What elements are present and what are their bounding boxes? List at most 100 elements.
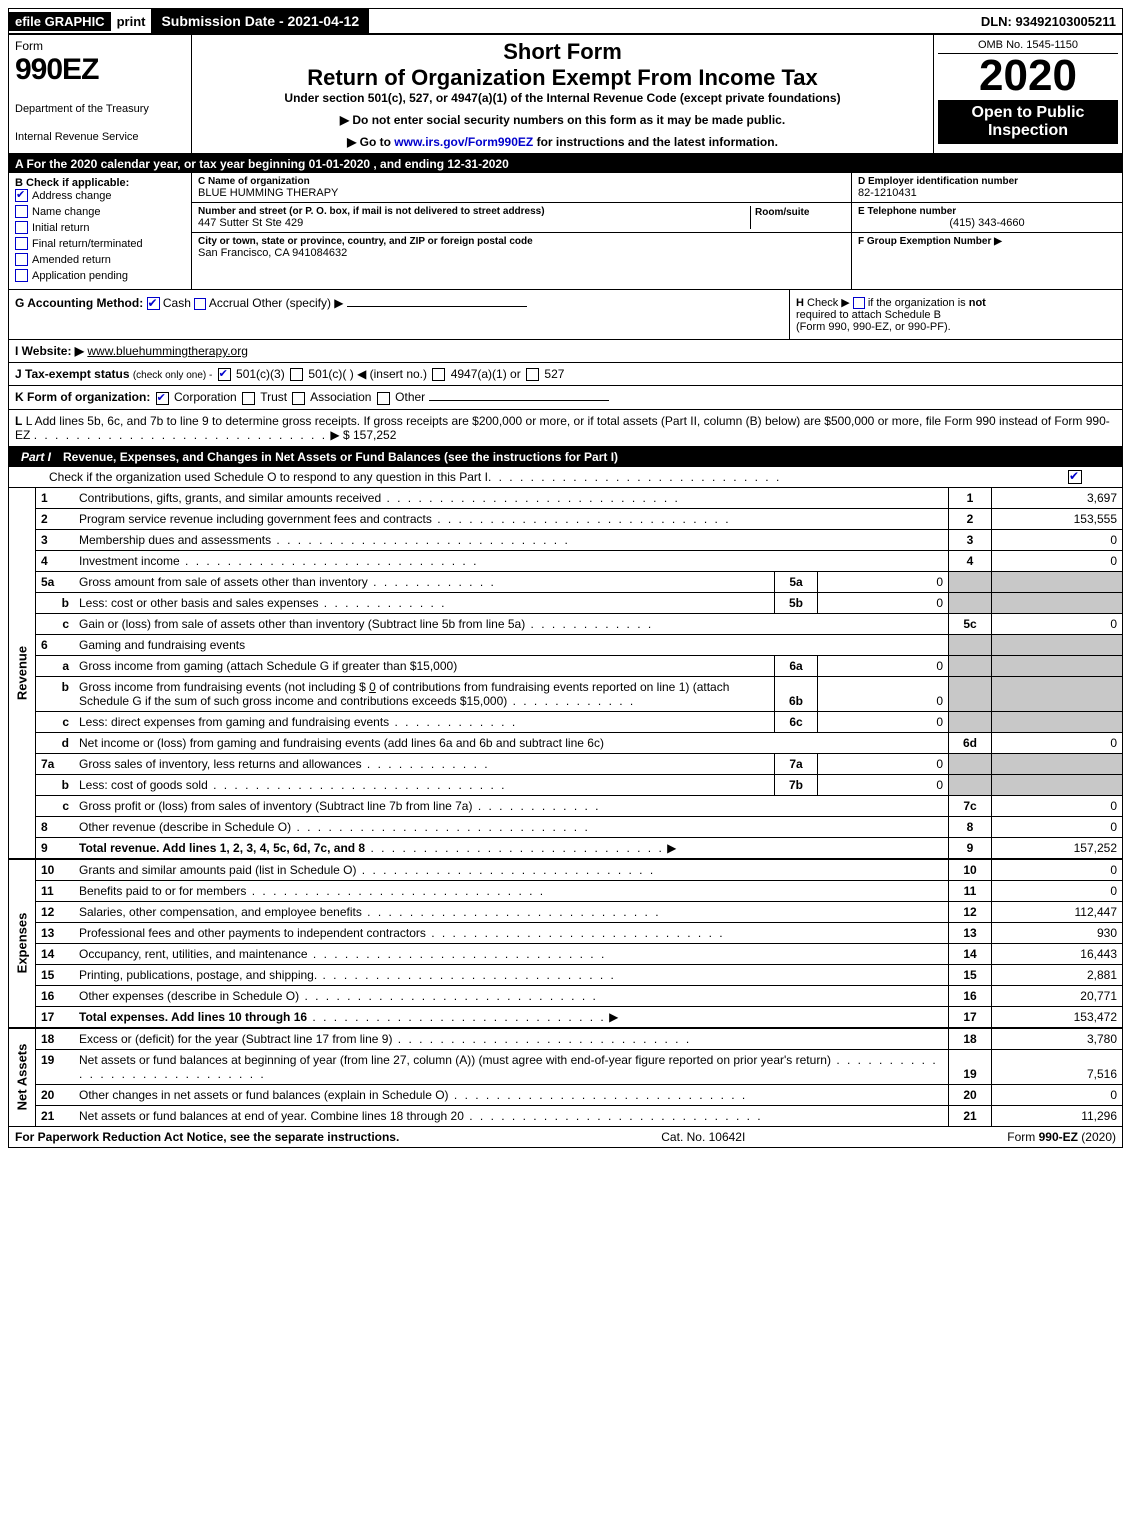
dept-treasury: Department of the Treasury: [15, 103, 185, 115]
line-desc: Gaming and fundraising events: [74, 634, 949, 655]
line-7c: c Gross profit or (loss) from sales of i…: [36, 795, 1122, 816]
check-address-change[interactable]: Address change: [15, 189, 185, 202]
line-desc: Investment income: [79, 554, 180, 568]
opt-4947: 4947(a)(1) or: [451, 367, 521, 381]
line-desc: Professional fees and other payments to …: [79, 926, 426, 940]
check-application-pending[interactable]: Application pending: [15, 269, 185, 282]
dots: [34, 428, 327, 442]
box-k-label: K Form of organization:: [15, 390, 150, 404]
gh-row: G Accounting Method: ✔ Cash Accrual Othe…: [9, 290, 1122, 340]
box-j-note: (check only one) -: [133, 370, 212, 381]
inner-value: 0: [818, 592, 949, 613]
line-desc: Gross income from gaming (attach Schedul…: [79, 659, 457, 673]
check-accrual[interactable]: [194, 298, 206, 310]
check-other-org[interactable]: [377, 392, 390, 405]
box-i-label: I Website: ▶: [15, 344, 84, 358]
tax-year: 2020: [938, 54, 1118, 98]
irs-link[interactable]: www.irs.gov/Form990EZ: [394, 135, 533, 149]
opt-trust: Trust: [260, 390, 287, 404]
check-final-return[interactable]: Final return/terminated: [15, 237, 185, 250]
inner-value: 0: [818, 753, 949, 774]
city-label: City or town, state or province, country…: [198, 236, 845, 247]
line-desc: Total revenue. Add lines 1, 2, 3, 4, 5c,…: [79, 841, 365, 855]
line-6d: d Net income or (loss) from gaming and f…: [36, 732, 1122, 753]
opt-501c3: 501(c)(3): [236, 367, 285, 381]
city-state-zip: San Francisco, CA 941084632: [198, 247, 845, 259]
expenses-table: 10Grants and similar amounts paid (list …: [36, 860, 1122, 1027]
check-4947[interactable]: [432, 368, 445, 381]
vert-expenses-label: Expenses: [15, 913, 30, 974]
check-527[interactable]: [526, 368, 539, 381]
submission-date: Submission Date - 2021-04-12: [151, 9, 369, 33]
website-link[interactable]: www.bluehummingtherapy.org: [87, 344, 248, 358]
check-label: Amended return: [32, 254, 111, 266]
line-3: 3 Membership dues and assessments 3 0: [36, 529, 1122, 550]
check-cash[interactable]: ✔: [147, 297, 160, 310]
check-label: Final return/terminated: [32, 238, 143, 250]
goto-suffix: for instructions and the latest informat…: [533, 135, 778, 149]
part-title: Revenue, Expenses, and Changes in Net As…: [63, 450, 618, 464]
line-desc: Excess or (deficit) for the year (Subtra…: [79, 1032, 392, 1046]
dln-number: DLN: 93492103005211: [981, 14, 1122, 29]
form-990ez-page: efile GRAPHIC print Submission Date - 20…: [8, 8, 1123, 1148]
box-c: C Name of organization BLUE HUMMING THER…: [192, 173, 851, 289]
line-6c: c Less: direct expenses from gaming and …: [36, 711, 1122, 732]
line-10: 10Grants and similar amounts paid (list …: [36, 860, 1122, 881]
line-value: 0: [992, 816, 1123, 837]
check-initial-return[interactable]: Initial return: [15, 221, 185, 234]
form-label: Form: [15, 39, 185, 53]
part-i-header: Part I Revenue, Expenses, and Changes in…: [9, 447, 1122, 467]
line-9: 9 Total revenue. Add lines 1, 2, 3, 4, 5…: [36, 837, 1122, 858]
box-d-label: D Employer identification number: [858, 176, 1116, 187]
line-17: 17Total expenses. Add lines 10 through 1…: [36, 1006, 1122, 1027]
other-specify-input[interactable]: [347, 306, 527, 307]
line-value: 7,516: [992, 1049, 1123, 1084]
line-value: 0: [992, 732, 1123, 753]
line-value: 0: [992, 880, 1123, 901]
line-value: 3,780: [992, 1029, 1123, 1050]
check-assoc[interactable]: [292, 392, 305, 405]
line-desc: Net income or (loss) from gaming and fun…: [79, 736, 604, 750]
line-desc: Net assets or fund balances at beginning…: [79, 1053, 831, 1067]
print-button[interactable]: print: [111, 12, 152, 31]
line-5b: b Less: cost or other basis and sales ex…: [36, 592, 1122, 613]
line-12: 12Salaries, other compensation, and empl…: [36, 901, 1122, 922]
check-name-change[interactable]: Name change: [15, 205, 185, 218]
check-501c[interactable]: [290, 368, 303, 381]
check-trust[interactable]: [242, 392, 255, 405]
box-b: B Check if applicable: Address change Na…: [9, 173, 192, 289]
line-21: 21Net assets or fund balances at end of …: [36, 1105, 1122, 1126]
opt-corp: Corporation: [174, 390, 237, 404]
line-desc: Other expenses (describe in Schedule O): [79, 989, 299, 1003]
dept-irs: Internal Revenue Service: [15, 131, 185, 143]
main-title: Return of Organization Exempt From Incom…: [198, 65, 927, 91]
other-org-input[interactable]: [429, 400, 609, 401]
check-schedule-o[interactable]: ✔: [1068, 470, 1082, 484]
line-desc: Gross amount from sale of assets other t…: [79, 575, 368, 589]
opt-assoc: Association: [310, 390, 371, 404]
box-g-label: G Accounting Method:: [15, 296, 143, 310]
check-schedule-b[interactable]: [853, 297, 865, 309]
checkbox-icon: [15, 205, 28, 218]
box-b-title: B Check if applicable:: [15, 177, 185, 189]
opt-501c-b: ) ◀ (insert no.): [350, 367, 427, 381]
line-value: 2,881: [992, 964, 1123, 985]
goto-note: ▶ Go to www.irs.gov/Form990EZ for instru…: [198, 135, 927, 149]
line-value: 11,296: [992, 1105, 1123, 1126]
line-13: 13Professional fees and other payments t…: [36, 922, 1122, 943]
line-6b: b Gross income from fundraising events (…: [36, 676, 1122, 711]
check-501c3[interactable]: [218, 368, 231, 381]
check-corp[interactable]: [156, 392, 169, 405]
check-amended-return[interactable]: Amended return: [15, 253, 185, 266]
line-desc: Total expenses. Add lines 10 through 16: [79, 1010, 307, 1024]
form-number: 990EZ: [15, 53, 185, 87]
inner-value: 0: [818, 711, 949, 732]
part-i-check-text: Check if the organization used Schedule …: [49, 470, 488, 484]
checkbox-icon: [15, 189, 28, 202]
line-6a: a Gross income from gaming (attach Sched…: [36, 655, 1122, 676]
line-desc: Program service revenue including govern…: [79, 512, 432, 526]
box-j-label: J Tax-exempt status: [15, 367, 130, 381]
line-value: 0: [992, 550, 1123, 571]
box-def: D Employer identification number 82-1210…: [851, 173, 1122, 289]
line-desc: Other changes in net assets or fund bala…: [79, 1088, 449, 1102]
